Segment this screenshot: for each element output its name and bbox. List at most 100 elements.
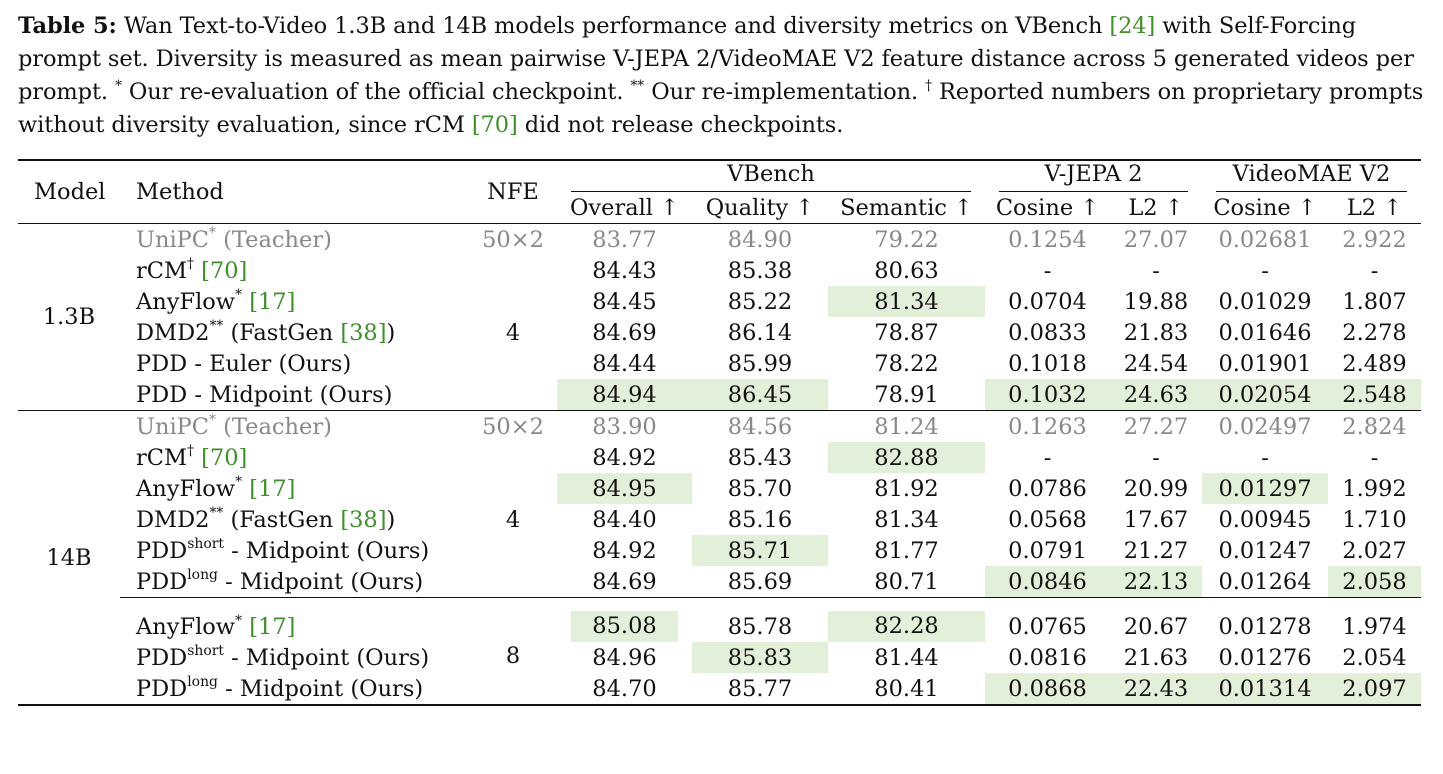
method-cell: rCM† [70]	[136, 256, 248, 284]
citation-link[interactable]: [70]	[201, 257, 248, 284]
nfe-cell: 4	[505, 506, 521, 533]
method-cell: PDDlong - Midpoint (Ours)	[120, 673, 469, 706]
value-cell-best: 0.0868	[985, 673, 1110, 706]
table-caption: Table 5: Wan Text-to-Video 1.3B and 14B …	[18, 10, 1430, 142]
header-cosine: Cosine ↑	[1202, 192, 1328, 224]
header-l2: L2 ↑	[1110, 192, 1202, 224]
citation-link[interactable]: [24]	[1109, 13, 1156, 39]
header-row: Model Method NFE VBench V-JEPA 2 VideoMA…	[18, 159, 1421, 224]
value-cell-best: 82.88	[828, 442, 985, 473]
header-vbench-label: VBench	[571, 161, 971, 192]
value-cell: 0.0704	[1008, 288, 1087, 315]
value-cell: 81.92	[874, 475, 939, 502]
value-cell: 0.01901	[1218, 350, 1312, 377]
method-cell: AnyFlow* [17]	[136, 287, 296, 315]
subheader-row: Overall ↑ Quality ↑ Semantic ↑ Cosine ↑ …	[18, 192, 1421, 224]
method-cell: DMD2** (FastGen [38])	[136, 505, 396, 533]
table-row: PDDshort - Midpoint (Ours) 84.92 85.71 8…	[18, 535, 1421, 566]
header-vjepa-label: V-JEPA 2	[999, 161, 1188, 192]
value-cell: 0.0791	[1008, 537, 1087, 564]
value-cell: 0.02497	[1202, 410, 1328, 442]
citation-link[interactable]: [17]	[249, 288, 296, 315]
value-cell: 0.01029	[1218, 288, 1312, 315]
value-cell: 83.90	[557, 410, 692, 442]
value-cell: 79.22	[874, 226, 939, 253]
method-cell: DMD2** (FastGen [38])	[136, 318, 396, 346]
value-cell: 85.99	[727, 350, 793, 377]
value-cell-best: 22.43	[1110, 673, 1202, 706]
value-cell: 0.01247	[1218, 537, 1312, 564]
value-cell: 0.0833	[1008, 319, 1087, 346]
value-cell-best: 82.28	[828, 597, 985, 642]
value-cell: 2.922	[1342, 226, 1407, 253]
value-cell: 85.22	[727, 288, 793, 315]
table-row: DMD2** (FastGen [38]) 84.69 86.14 78.87 …	[18, 317, 1421, 348]
value-cell: 2.489	[1342, 350, 1407, 377]
value-cell: -	[1261, 444, 1269, 471]
citation-link[interactable]: [38]	[340, 319, 387, 346]
footnote-mark: †	[925, 77, 932, 94]
value-cell-best: 85.71	[692, 535, 828, 566]
value-cell: 27.27	[1110, 410, 1202, 442]
header-quality: Quality ↑	[692, 192, 828, 224]
value-cell: 21.27	[1123, 537, 1189, 564]
table-row: PDDlong - Midpoint (Ours) 84.70 85.77 80…	[18, 673, 1421, 706]
citation-link[interactable]: [70]	[201, 444, 248, 471]
value-cell: 0.0786	[1008, 475, 1087, 502]
header-vbench: VBench	[557, 159, 985, 192]
value-cell-best: 85.83	[692, 642, 828, 673]
nfe-cell: 50×2	[482, 226, 544, 253]
value-cell: 84.45	[592, 288, 657, 315]
citation-link[interactable]: [38]	[340, 506, 387, 533]
value-cell: 85.43	[727, 444, 793, 471]
caption-label: Table 5:	[18, 13, 117, 39]
method-cell: rCM† [70]	[136, 443, 248, 471]
value-cell: 0.1018	[1008, 350, 1087, 377]
footnote-mark: **	[630, 77, 645, 94]
value-cell: 0.1263	[985, 410, 1110, 442]
value-cell-best: 84.94	[557, 379, 692, 411]
value-cell: 84.92	[592, 444, 657, 471]
method-cell: UniPC* (Teacher)	[136, 225, 332, 253]
header-nfe: NFE	[469, 159, 557, 224]
value-cell-best: 22.13	[1110, 566, 1202, 598]
table-row: PDDlong - Midpoint (Ours) 84.69 85.69 80…	[18, 566, 1421, 598]
model-cell: 14B	[18, 410, 120, 705]
citation-link[interactable]: [17]	[249, 614, 296, 640]
value-cell: 84.69	[592, 568, 657, 595]
value-cell: 27.07	[1123, 226, 1189, 253]
citation-link[interactable]: [17]	[249, 475, 296, 502]
table-row: PDDshort - Midpoint (Ours) 84.96 85.83 8…	[18, 642, 1421, 673]
value-cell: 1.710	[1342, 506, 1407, 533]
value-cell: 81.44	[874, 644, 939, 671]
citation-link[interactable]: [70]	[471, 112, 518, 138]
value-cell-best: 0.01297	[1202, 473, 1328, 504]
value-cell: 0.1254	[1008, 226, 1087, 253]
value-cell: 80.71	[874, 568, 939, 595]
value-cell: 85.70	[727, 475, 793, 502]
value-cell: 0.01646	[1218, 319, 1312, 346]
value-cell: -	[1043, 444, 1052, 471]
value-cell: 78.22	[874, 350, 939, 377]
value-cell-best: 86.45	[692, 379, 828, 411]
value-cell-best: 85.08	[557, 597, 692, 642]
value-cell: 20.99	[1123, 475, 1189, 502]
value-cell: 85.16	[727, 506, 793, 533]
footnote-mark: *	[115, 77, 122, 94]
value-cell-best: 0.01314	[1202, 673, 1328, 706]
value-cell: 85.38	[727, 257, 793, 284]
method-cell: PDDshort - Midpoint (Ours)	[136, 536, 430, 564]
value-cell: 78.91	[874, 381, 939, 408]
value-cell: 86.14	[727, 319, 793, 346]
value-cell-best: 0.0846	[985, 566, 1110, 598]
value-cell: -	[1261, 257, 1269, 284]
caption-text: Reported numbers on proprietary prompts …	[18, 79, 1424, 138]
header-method: Method	[120, 159, 469, 224]
value-cell: 84.96	[592, 644, 657, 671]
value-cell: -	[1370, 257, 1379, 284]
value-cell: 0.02681	[1218, 226, 1312, 253]
value-cell: 80.41	[828, 673, 985, 706]
value-cell: 21.63	[1123, 644, 1189, 671]
table-row: AnyFlow* [17] 84.95 85.70 81.92 0.0786 2…	[18, 473, 1421, 504]
method-cell: AnyFlow* [17]	[120, 597, 469, 642]
